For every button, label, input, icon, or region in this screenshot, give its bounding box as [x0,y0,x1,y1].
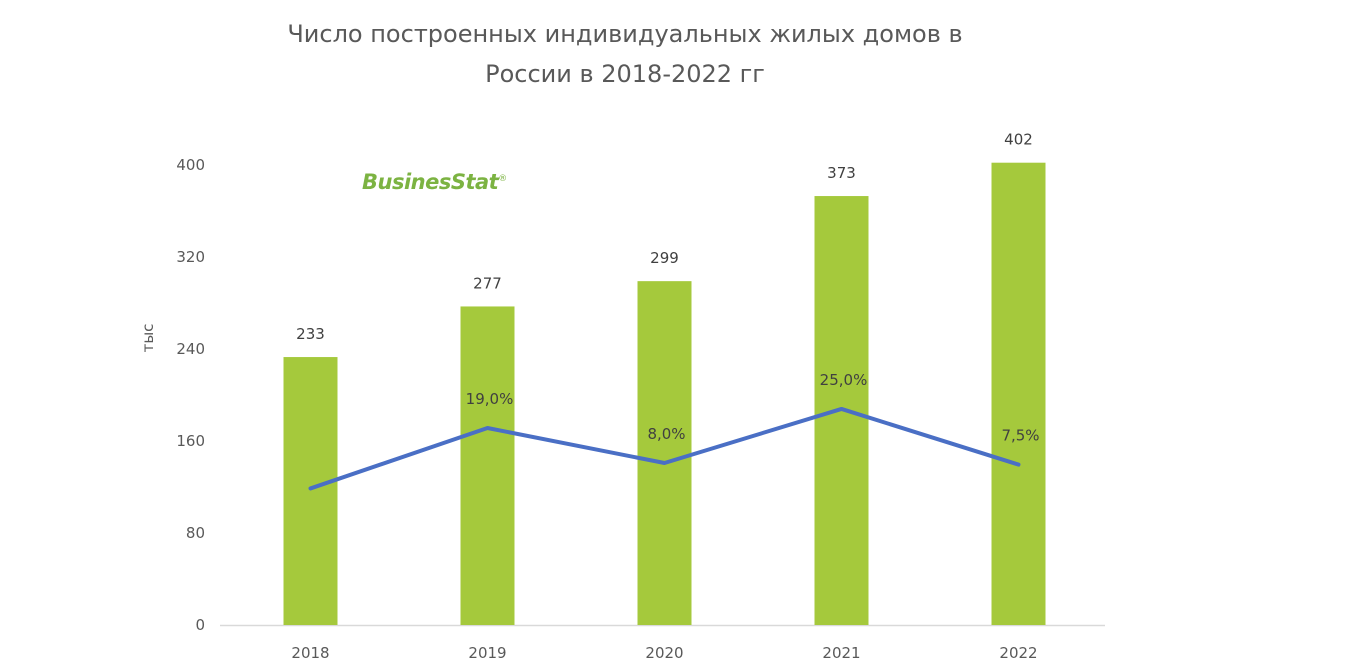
chart-title-line-2: России в 2018-2022 гг [485,60,765,88]
businesstat-logo: BusinesStat® [362,170,507,194]
y-tick-label: 320 [176,248,205,266]
bar-2020 [637,281,692,625]
y-tick-label: 160 [176,432,205,450]
bar-data-label: 233 [296,325,325,343]
bar-2018 [283,357,338,625]
bar-data-label: 299 [650,249,679,267]
x-tick-label: 2022 [999,644,1037,662]
bar-2022 [991,162,1046,625]
bar-data-label: 402 [1004,131,1033,149]
bar-2019 [460,306,515,625]
chart-title-line-1: Число построенных индивидуальных жилых д… [287,20,963,48]
growth-data-label: 25,0% [820,371,868,389]
y-axis-label: тыс [139,324,157,353]
bar-data-label: 277 [473,274,502,292]
chart-title: Число построенных индивидуальных жилых д… [180,14,1070,94]
y-tick-label: 80 [186,524,205,542]
y-tick-label: 240 [176,340,205,358]
x-tick-label: 2020 [645,644,683,662]
x-tick-label: 2019 [468,644,506,662]
growth-data-label: 19,0% [466,390,514,408]
growth-data-label: 7,5% [1001,427,1039,445]
y-tick-label: 400 [176,156,205,174]
y-tick-label: 0 [195,616,205,634]
bar-data-label: 373 [827,164,856,182]
x-tick-label: 2018 [291,644,329,662]
growth-data-label: 8,0% [647,425,685,443]
x-tick-label: 2021 [822,644,860,662]
